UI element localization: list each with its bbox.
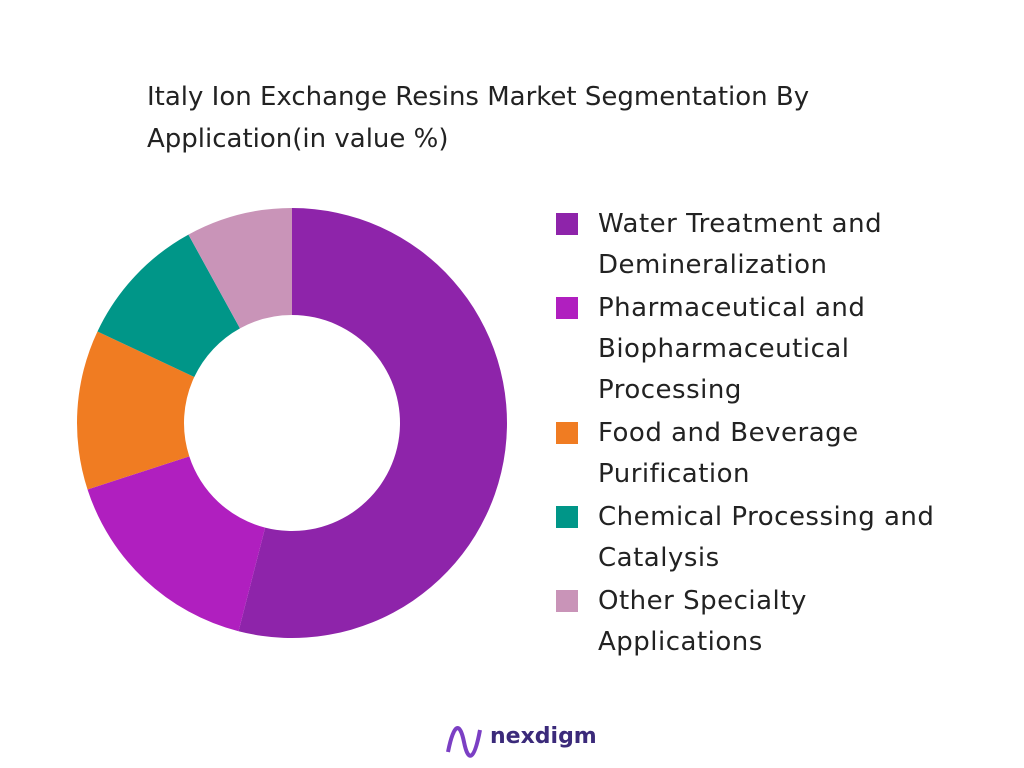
legend-swatch (556, 213, 578, 235)
legend-item: Pharmaceutical and Biopharmaceutical Pro… (556, 288, 976, 411)
chart-title: Italy Ion Exchange Resins Market Segment… (147, 82, 810, 154)
legend-label: Other Specialty Applications (598, 586, 807, 657)
legend-swatch (556, 297, 578, 319)
donut-slice (76, 331, 195, 490)
legend-label: Chemical Processing and Catalysis (598, 502, 935, 573)
legend-label: Water Treatment and Demineralization (598, 209, 883, 280)
legend-item: Food and Beverage Purification (556, 413, 976, 495)
logo-icon (446, 726, 482, 758)
legend-item: Water Treatment and Demineralization (556, 204, 976, 286)
legend-label: Food and Beverage Purification (598, 418, 859, 489)
legend: Water Treatment and Demineralization Phar… (556, 204, 976, 665)
donut-slice (238, 208, 508, 639)
chart (76, 208, 508, 639)
logo: nexdigm (490, 724, 597, 749)
donut-slice (87, 456, 266, 632)
legend-swatch (556, 422, 578, 444)
legend-swatch (556, 506, 578, 528)
legend-item: Chemical Processing and Catalysis (556, 497, 976, 579)
legend-item: Other Specialty Applications (556, 581, 976, 663)
legend-label: Pharmaceutical and Biopharmaceutical Pro… (598, 293, 866, 405)
donut-slice (97, 234, 240, 378)
donut-slice (188, 208, 292, 329)
legend-swatch (556, 590, 578, 612)
